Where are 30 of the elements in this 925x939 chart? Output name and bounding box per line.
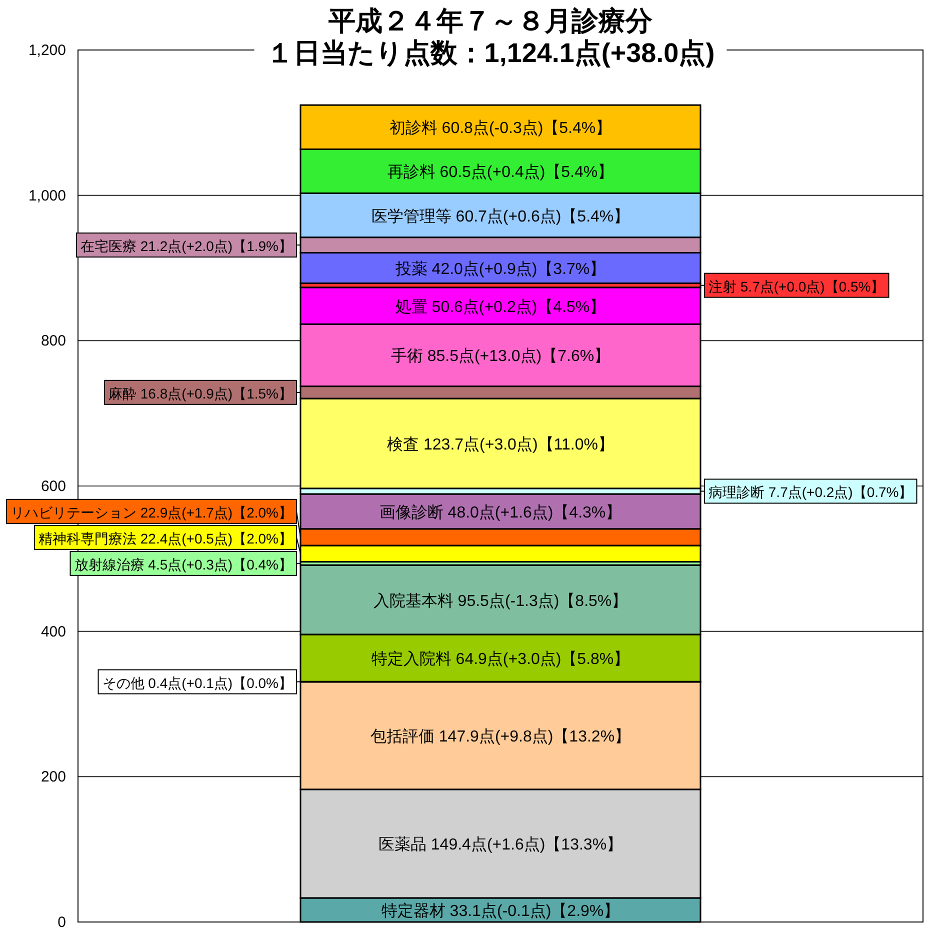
text: 再診料 60.5点(+0.4点)【5.4%】 <box>387 164 614 182</box>
text: 包括評価 147.9点(+9.8点)【13.2%】 <box>370 728 631 746</box>
y-tick-label: 1,200 <box>28 42 66 59</box>
text: 投薬 42.0点(+0.9点)【3.7%】 <box>395 261 606 278</box>
y-tick-label: 800 <box>40 332 66 350</box>
text: 画像診断 48.0点(+1.6点)【4.3%】 <box>379 504 622 522</box>
text: 特定器材 33.1点(-0.1点)【2.9%】 <box>381 902 620 920</box>
y-tick-label: 1,000 <box>28 187 66 204</box>
text: 麻酔 16.8点(+0.9点)【1.5%】 <box>108 385 292 402</box>
chart-title: 平成２４年７～８月診療分 <box>328 6 654 36</box>
y-tick-label: 0 <box>58 914 66 931</box>
text: その他 0.4点(+0.1点)【0.0%】 <box>102 674 292 691</box>
text: 医薬品 149.4点(+1.6点)【13.3%】 <box>378 836 623 854</box>
text: 病理診断 7.7点(+0.2点)【0.7%】 <box>708 484 913 500</box>
y-tick-label: 400 <box>40 623 66 640</box>
text: 放射線治療 4.5点(+0.3点)【0.4%】 <box>74 556 292 572</box>
y-tick-label: 200 <box>40 768 66 786</box>
text: 在宅医療 21.2点(+2.0点)【1.9%】 <box>80 238 292 254</box>
text: 精神科専門療法 22.4点(+0.5点)【2.0%】 <box>38 530 292 546</box>
text: 注射 5.7点(+0.0点)【0.5%】 <box>708 278 885 294</box>
text: 医学管理等 60.7点(+0.6点)【5.4%】 <box>371 208 630 226</box>
y-tick-label: 600 <box>40 478 66 495</box>
text: 検査 123.7点(+3.0点)【11.0%】 <box>387 436 614 454</box>
text: 特定入院料 64.9点(+3.0点)【5.8%】 <box>371 651 630 668</box>
text: 入院基本料 95.5点(-1.3点)【8.5%】 <box>373 592 628 610</box>
chart-subtitle: １日当たり点数：1,124.1点(+38.0点) <box>266 38 715 68</box>
text: 処置 50.6点(+0.2点)【4.5%】 <box>395 298 606 316</box>
text: 手術 85.5点(+13.0点)【7.6%】 <box>390 348 610 366</box>
text: リハビリテーション 22.9点(+1.7点)【2.0%】 <box>10 504 292 520</box>
text: 初診料 60.8点(-0.3点)【5.4%】 <box>389 120 612 138</box>
